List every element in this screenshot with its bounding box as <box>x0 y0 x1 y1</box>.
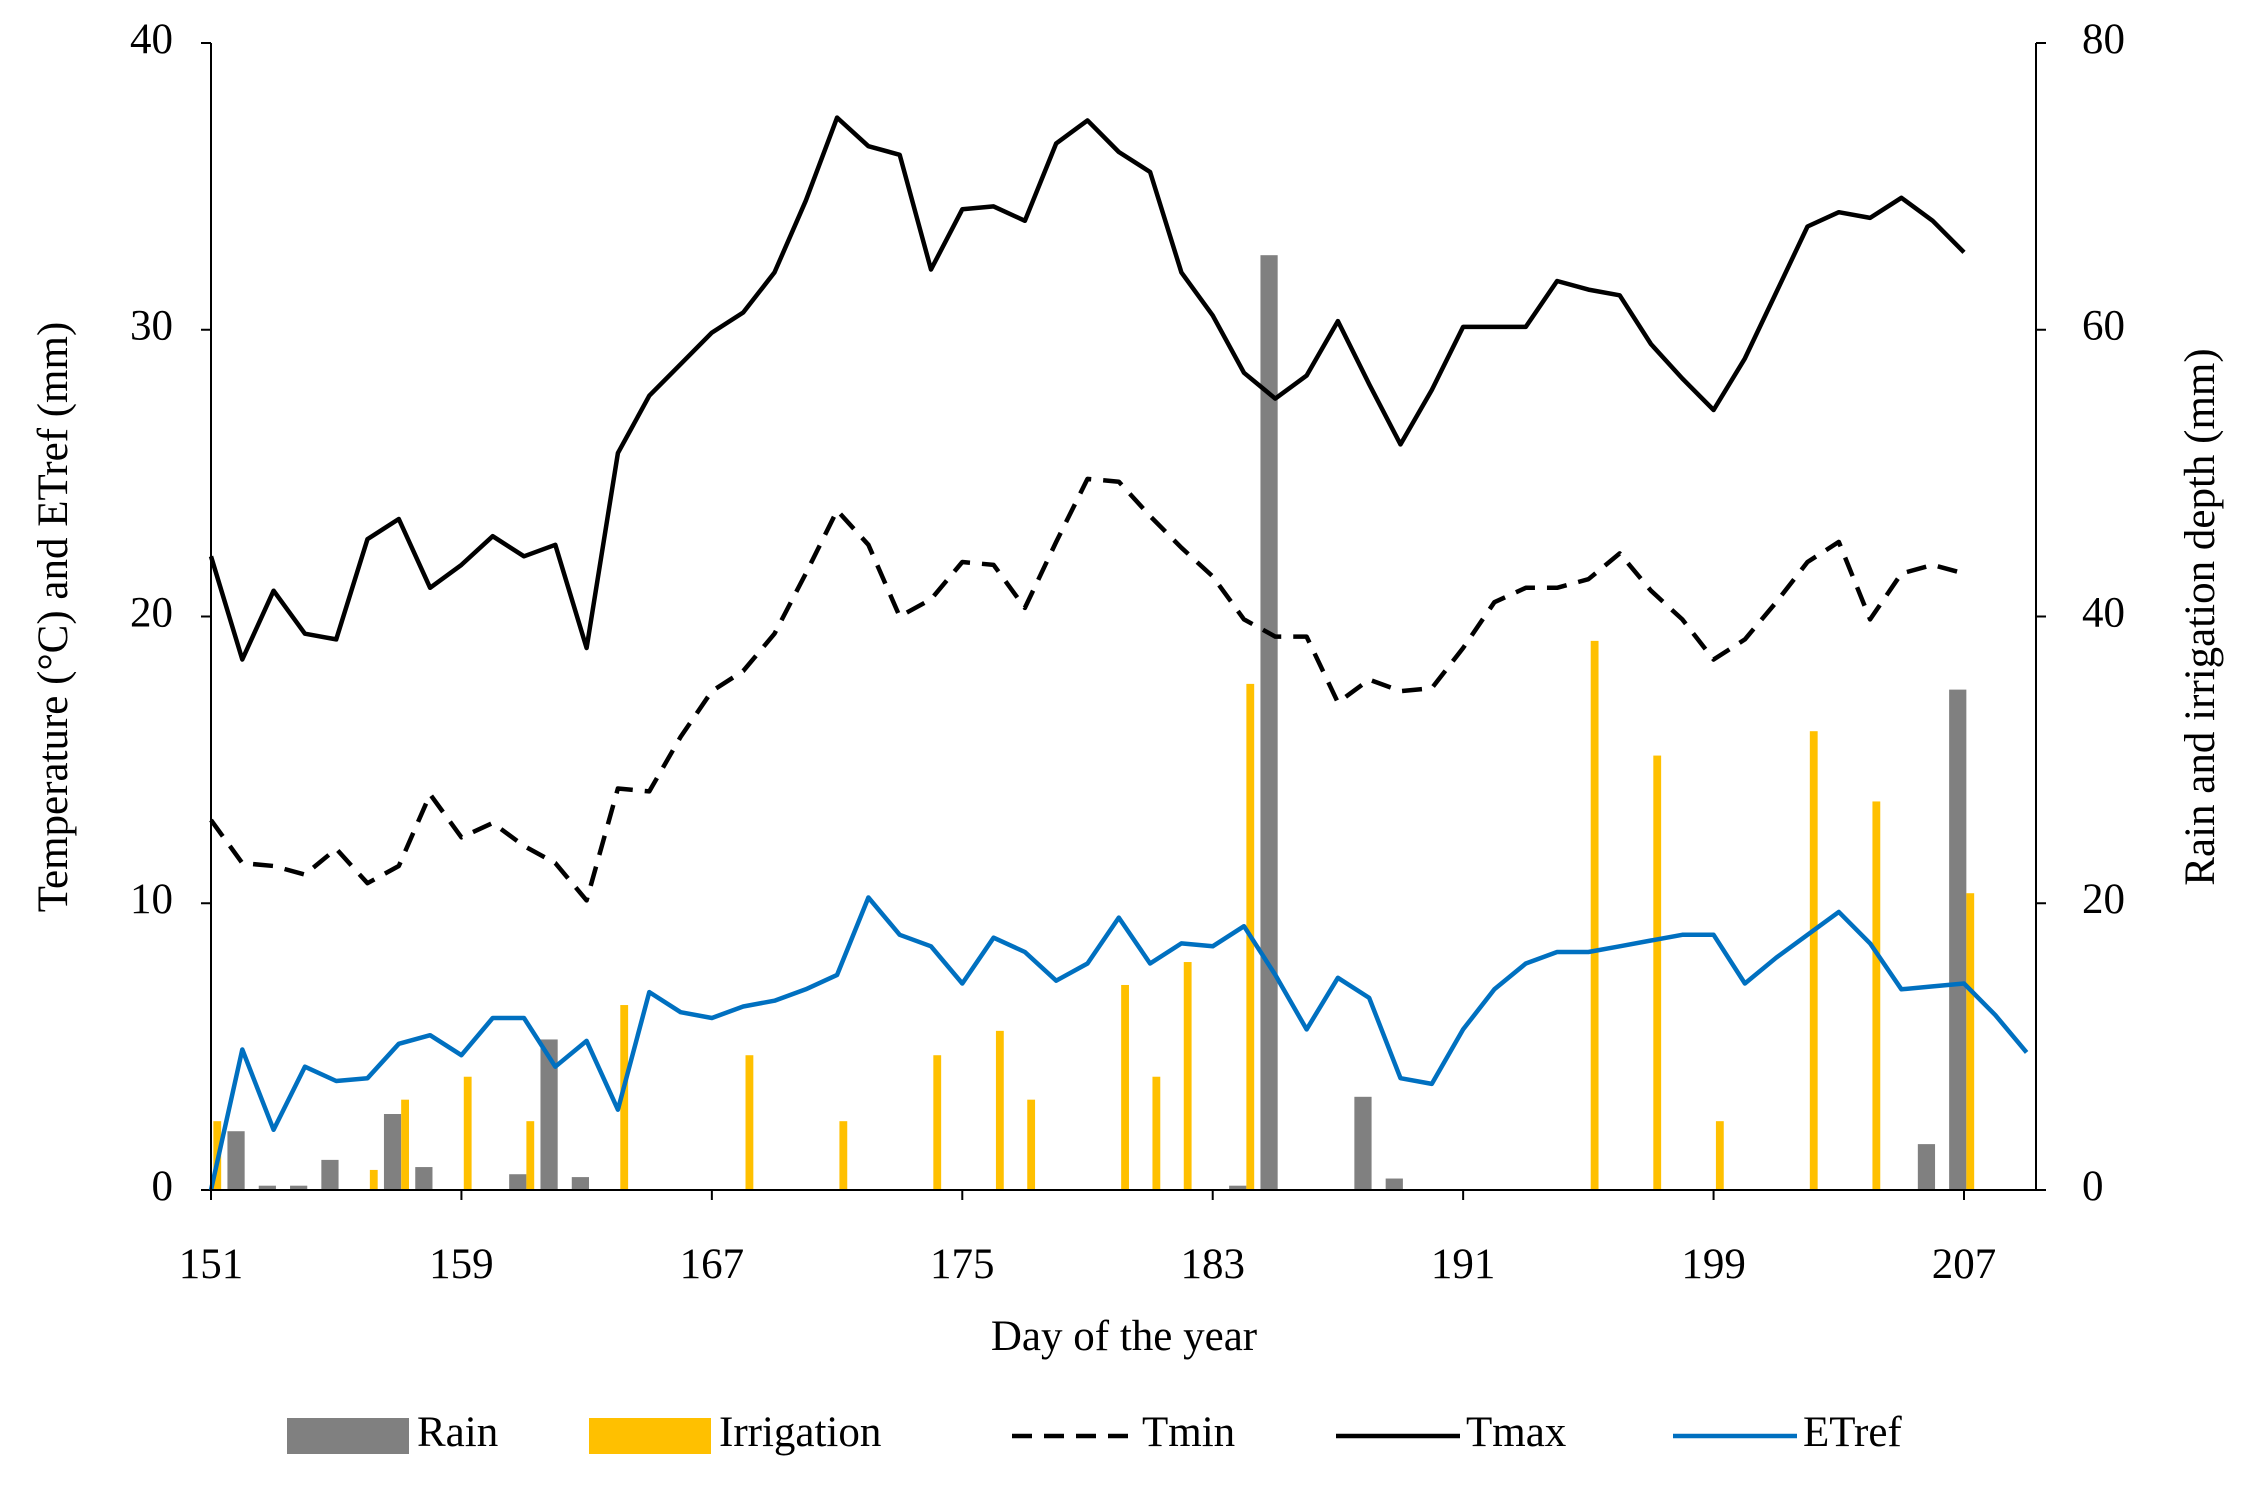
y2-tick-label: 0 <box>2082 1163 2104 1210</box>
bar <box>383 1114 402 1190</box>
bar <box>1949 689 1967 1190</box>
y-tick-label: 40 <box>130 16 173 63</box>
x-tick-label: 175 <box>930 1241 995 1288</box>
legend-swatch <box>287 1418 409 1454</box>
bar <box>1229 1185 1247 1190</box>
bar <box>415 1167 433 1190</box>
bar <box>1872 801 1881 1190</box>
bar <box>839 1121 848 1190</box>
bar <box>401 1099 409 1190</box>
legend-swatch <box>589 1418 711 1454</box>
x-tick-label: 207 <box>1932 1241 1997 1288</box>
x-tick-label: 191 <box>1431 1241 1496 1288</box>
y-axis-title: Temperature (°C) and ETref (mm) <box>30 322 77 913</box>
bar <box>745 1055 754 1190</box>
x-axis-title: Day of the year <box>991 1313 1257 1360</box>
legend-label: Tmin <box>1142 1409 1235 1456</box>
y-tick-label: 10 <box>130 876 173 923</box>
legend-label: Rain <box>417 1409 498 1456</box>
bar <box>1354 1096 1372 1190</box>
bar <box>933 1055 942 1190</box>
bar <box>463 1076 472 1190</box>
bar <box>540 1039 558 1190</box>
bar <box>1027 1099 1036 1190</box>
bar <box>1121 984 1129 1190</box>
bar <box>1590 640 1599 1190</box>
y-tick-label: 20 <box>130 589 173 636</box>
x-tick-label: 199 <box>1681 1241 1746 1288</box>
x-tick-label: 159 <box>429 1241 494 1288</box>
y2-tick-label: 20 <box>2082 876 2125 923</box>
bar <box>321 1159 339 1190</box>
line-series <box>208 115 1966 662</box>
y-tick-label: 30 <box>130 303 173 350</box>
bar <box>526 1121 535 1190</box>
y2-tick-label: 40 <box>2082 589 2125 636</box>
y2-tick-label: 60 <box>2082 303 2125 350</box>
legend-label: ETref <box>1803 1409 1902 1456</box>
bar <box>1183 962 1192 1190</box>
line-series <box>208 895 2029 1191</box>
bar <box>369 1169 378 1190</box>
bar <box>571 1177 589 1190</box>
line-series <box>209 476 1965 903</box>
y-tick-label: 0 <box>152 1163 174 1210</box>
legend-label: Irrigation <box>719 1409 881 1456</box>
bar <box>227 1131 245 1190</box>
bar <box>620 1005 629 1190</box>
x-tick-label: 167 <box>680 1241 745 1288</box>
legend-label: Tmax <box>1466 1409 1566 1456</box>
y2-tick-label: 80 <box>2082 16 2125 63</box>
bar <box>290 1185 308 1190</box>
y2-axis-title: Rain and irrigation depth (mm) <box>2177 348 2224 885</box>
bar <box>258 1185 276 1190</box>
bar <box>1809 731 1818 1190</box>
bar <box>1715 1121 1724 1190</box>
bar <box>995 1030 1004 1190</box>
bar <box>1653 755 1662 1190</box>
x-tick-label: 151 <box>179 1241 244 1288</box>
bar <box>509 1174 527 1190</box>
bar <box>1917 1144 1936 1190</box>
bar <box>1385 1178 1403 1190</box>
bar <box>1966 893 1975 1190</box>
x-tick-label: 183 <box>1180 1241 1245 1288</box>
bar <box>1152 1076 1161 1190</box>
